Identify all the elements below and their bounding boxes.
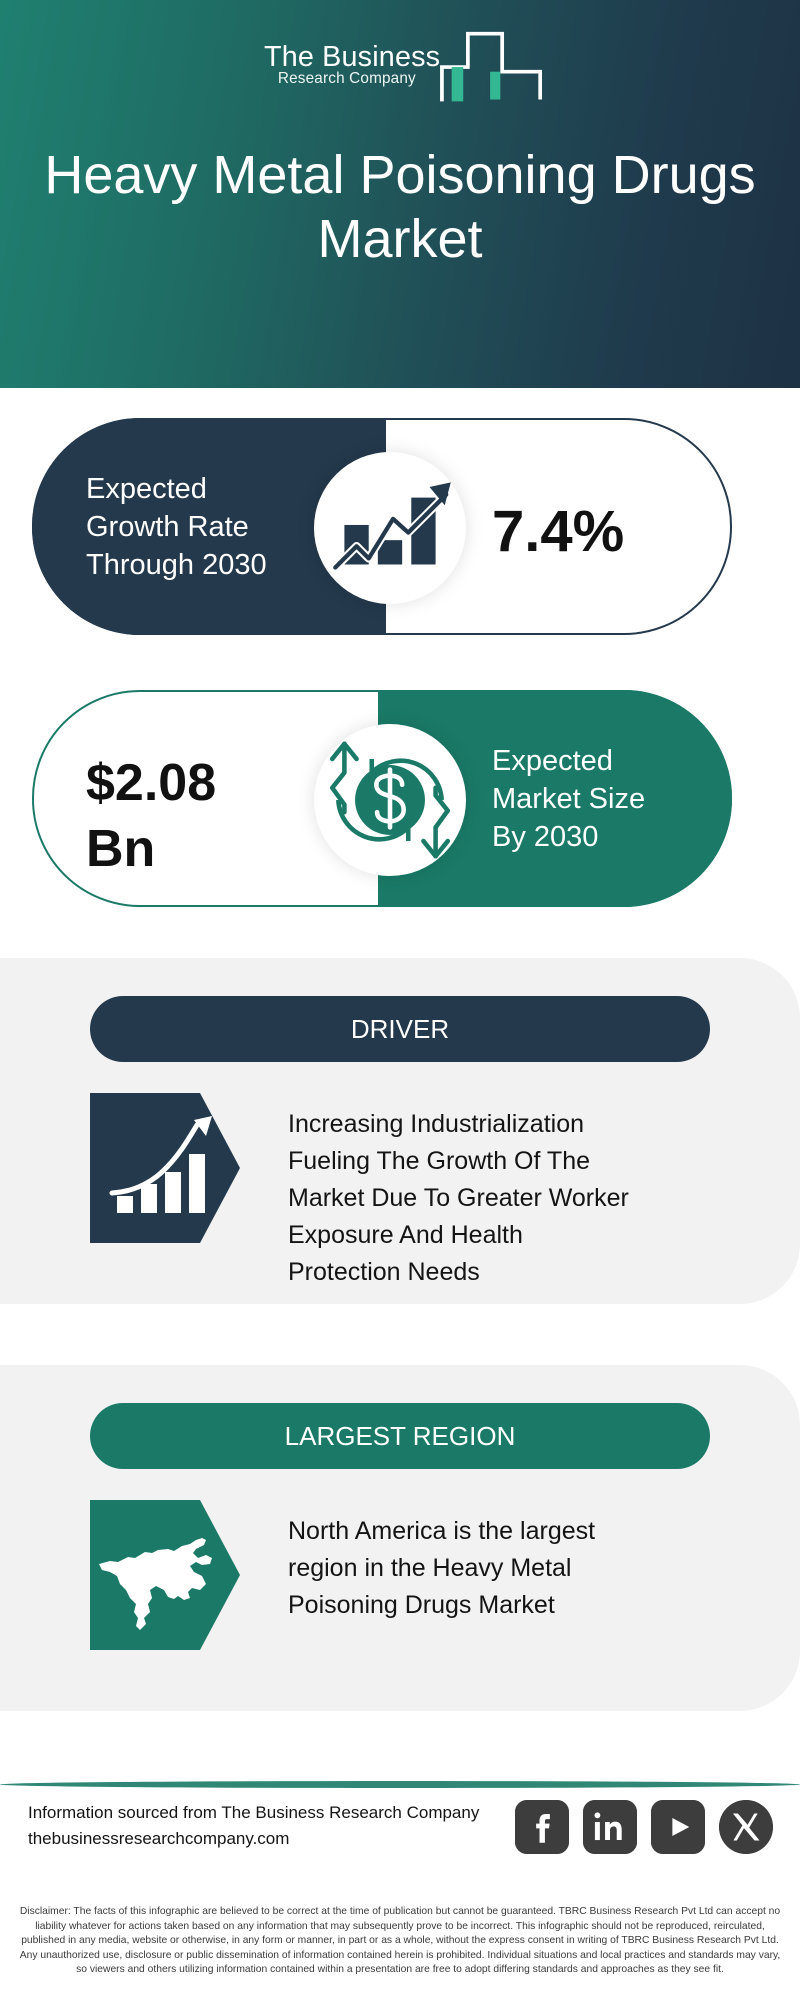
svg-text:The Business: The Business: [264, 41, 440, 73]
svg-text:Research Company: Research Company: [278, 70, 416, 87]
